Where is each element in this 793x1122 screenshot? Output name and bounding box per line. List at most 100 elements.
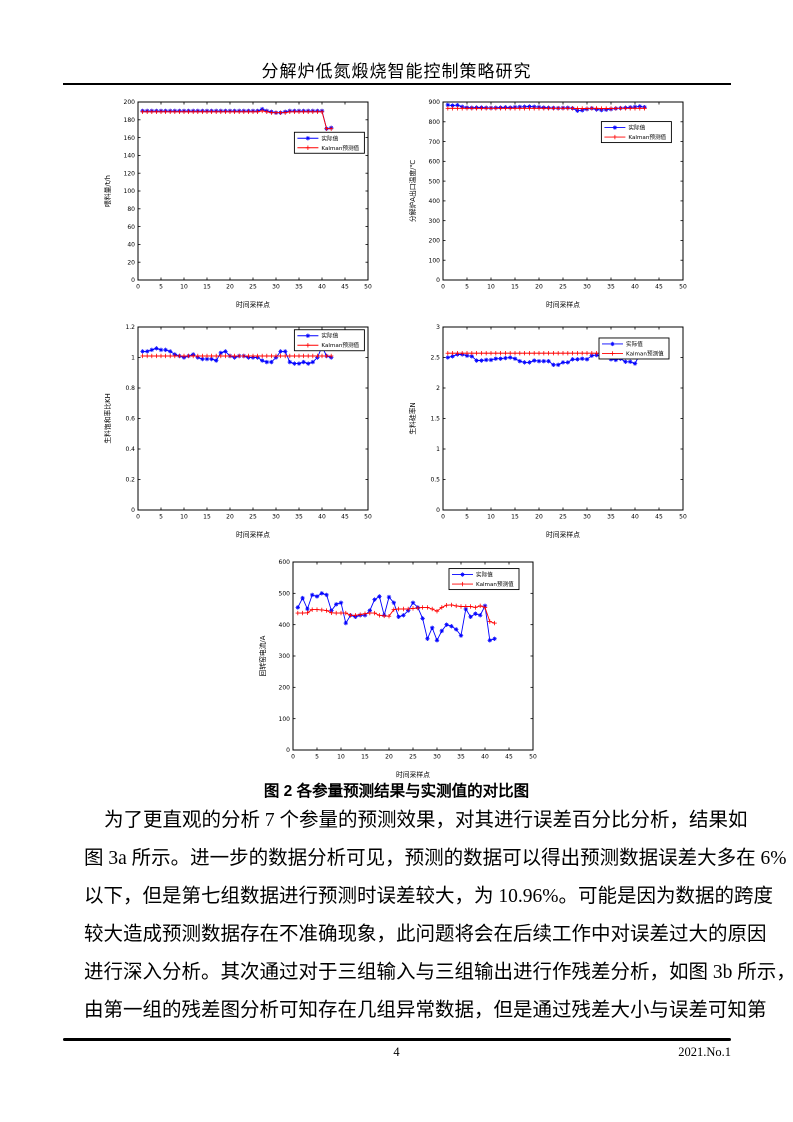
svg-text:45: 45 — [505, 754, 513, 761]
svg-text:1: 1 — [131, 355, 135, 362]
header-rule — [63, 83, 731, 85]
svg-text:10: 10 — [337, 754, 345, 761]
svg-text:0.4: 0.4 — [125, 446, 135, 453]
svg-text:10: 10 — [180, 514, 188, 521]
svg-text:10: 10 — [180, 284, 188, 291]
svg-text:5: 5 — [159, 514, 163, 521]
svg-text:300: 300 — [279, 653, 291, 660]
svg-text:20: 20 — [385, 754, 393, 761]
svg-text:15: 15 — [361, 754, 369, 761]
figure2-subplot-calciner-outlet-temperature: 0 5 10 15 20 25 30 35 40 45 50 0 100 200 300 400 500 600 7… — [405, 95, 695, 310]
feed-rate-chart: 0 5 10 15 20 25 30 35 40 45 50 0 20 40 60 80 100 120 140 16… — [103, 99, 372, 309]
svg-text:时间采样点: 时间采样点 — [236, 300, 270, 309]
svg-text:20: 20 — [535, 284, 543, 291]
svg-text:0: 0 — [131, 507, 135, 514]
svg-text:0: 0 — [291, 754, 295, 761]
paragraph-line: 以下，但是第七组数据进行预测时误差较大，为 10.96%。可能是因为数据的跨度 — [84, 886, 773, 907]
svg-text:0: 0 — [131, 277, 135, 284]
svg-text:45: 45 — [341, 284, 349, 291]
svg-text:0: 0 — [136, 284, 140, 291]
svg-text:45: 45 — [341, 514, 349, 521]
svg-text:20: 20 — [226, 284, 234, 291]
svg-text:时间采样点: 时间采样点 — [236, 530, 270, 539]
svg-text:25: 25 — [249, 284, 257, 291]
svg-text:40: 40 — [631, 514, 639, 521]
svg-text:5: 5 — [159, 284, 163, 291]
svg-text:300: 300 — [429, 218, 441, 225]
svg-text:50: 50 — [529, 754, 537, 761]
svg-text:时间采样点: 时间采样点 — [546, 530, 580, 539]
svg-text:20: 20 — [127, 259, 135, 266]
svg-text:35: 35 — [457, 754, 465, 761]
svg-text:1.5: 1.5 — [430, 416, 440, 423]
svg-text:180: 180 — [124, 117, 136, 124]
svg-text:15: 15 — [203, 514, 211, 521]
svg-text:5: 5 — [465, 284, 469, 291]
svg-text:120: 120 — [124, 170, 136, 177]
svg-text:30: 30 — [583, 514, 591, 521]
issue-label: 2021.No.1 — [678, 1045, 731, 1059]
svg-text:200: 200 — [429, 238, 441, 245]
figure-caption: 图 2 各参量预测结果与实测值的对比图 — [263, 783, 530, 800]
svg-text:35: 35 — [607, 514, 615, 521]
svg-text:Kalman预测值: Kalman预测值 — [626, 349, 664, 357]
svg-text:30: 30 — [583, 284, 591, 291]
svg-text:160: 160 — [124, 135, 136, 142]
paragraph-line: 图 3a 所示。进一步的数据分析可见，预测的数据可以得出预测数据误差大多在 6% — [84, 848, 787, 869]
svg-text:25: 25 — [559, 514, 567, 521]
svg-text:15: 15 — [511, 514, 519, 521]
figure2-subplot-raw-meal-silica-ratio: 0 5 10 15 20 25 30 35 40 45 50 0 0.5 1 1.5 2 2.5 3 时间采样点 生料… — [405, 320, 695, 540]
svg-text:0.6: 0.6 — [125, 416, 135, 423]
svg-text:600: 600 — [429, 159, 441, 166]
svg-text:50: 50 — [364, 514, 372, 521]
svg-text:Kalman预测值: Kalman预测值 — [321, 341, 359, 349]
svg-text:40: 40 — [127, 242, 135, 249]
figure2-subplot-kiln-current: 0 5 10 15 20 25 30 35 40 45 50 0 100 200 300 400 500 600 时… — [255, 555, 545, 780]
raw-meal-silica-ratio-chart: 0 5 10 15 20 25 30 35 40 45 50 0 0.5 1 1.5 2 2.5 3 时间采样点 生料… — [408, 324, 687, 539]
svg-text:500: 500 — [429, 178, 441, 185]
svg-text:5: 5 — [315, 754, 319, 761]
svg-text:Kalman预测值: Kalman预测值 — [321, 144, 359, 152]
svg-text:5: 5 — [465, 514, 469, 521]
svg-text:生料饱和率比KH: 生料饱和率比KH — [103, 393, 112, 443]
svg-text:40: 40 — [481, 754, 489, 761]
svg-text:0.2: 0.2 — [125, 477, 135, 484]
svg-text:实际值: 实际值 — [628, 124, 645, 132]
svg-text:35: 35 — [295, 514, 303, 521]
svg-text:25: 25 — [409, 754, 417, 761]
paragraph-line: 由第一组的残差图分析可知存在几组异常数据，但是通过残差大小与误差可知第 — [84, 1000, 767, 1021]
svg-text:2: 2 — [436, 385, 440, 392]
svg-text:2.5: 2.5 — [430, 355, 440, 362]
paragraph-line: 较大造成预测数据存在不准确现象，此问题将会在后续工作中对误差过大的原因 — [84, 924, 767, 945]
svg-text:1.2: 1.2 — [125, 324, 135, 331]
svg-text:500: 500 — [279, 591, 291, 598]
svg-text:10: 10 — [487, 514, 495, 521]
svg-text:35: 35 — [607, 284, 615, 291]
svg-text:100: 100 — [429, 257, 441, 264]
page-number: 4 — [393, 1045, 400, 1059]
svg-text:3: 3 — [436, 324, 440, 331]
svg-text:喂料量/t/h: 喂料量/t/h — [103, 175, 112, 207]
svg-text:30: 30 — [272, 514, 280, 521]
svg-text:25: 25 — [249, 514, 257, 521]
svg-text:600: 600 — [279, 559, 291, 566]
svg-text:140: 140 — [124, 153, 136, 160]
svg-text:15: 15 — [203, 284, 211, 291]
svg-text:40: 40 — [318, 284, 326, 291]
svg-text:400: 400 — [429, 198, 441, 205]
svg-text:30: 30 — [433, 754, 441, 761]
svg-text:实际值: 实际值 — [476, 571, 493, 579]
svg-text:0: 0 — [441, 284, 445, 291]
svg-text:400: 400 — [279, 622, 291, 629]
footer-rule — [63, 1038, 731, 1041]
svg-text:50: 50 — [364, 284, 372, 291]
svg-text:0: 0 — [136, 514, 140, 521]
paragraph-line: 为了更直观的分析 7 个参量的预测效果，对其进行误差百分比分析，结果如 — [104, 810, 748, 831]
svg-text:0: 0 — [436, 277, 440, 284]
svg-text:25: 25 — [559, 284, 567, 291]
svg-text:时间采样点: 时间采样点 — [546, 300, 580, 309]
svg-text:20: 20 — [535, 514, 543, 521]
kiln-current-chart: 0 5 10 15 20 25 30 35 40 45 500100200300400500600时… — [258, 559, 537, 779]
svg-text:100: 100 — [279, 716, 291, 723]
